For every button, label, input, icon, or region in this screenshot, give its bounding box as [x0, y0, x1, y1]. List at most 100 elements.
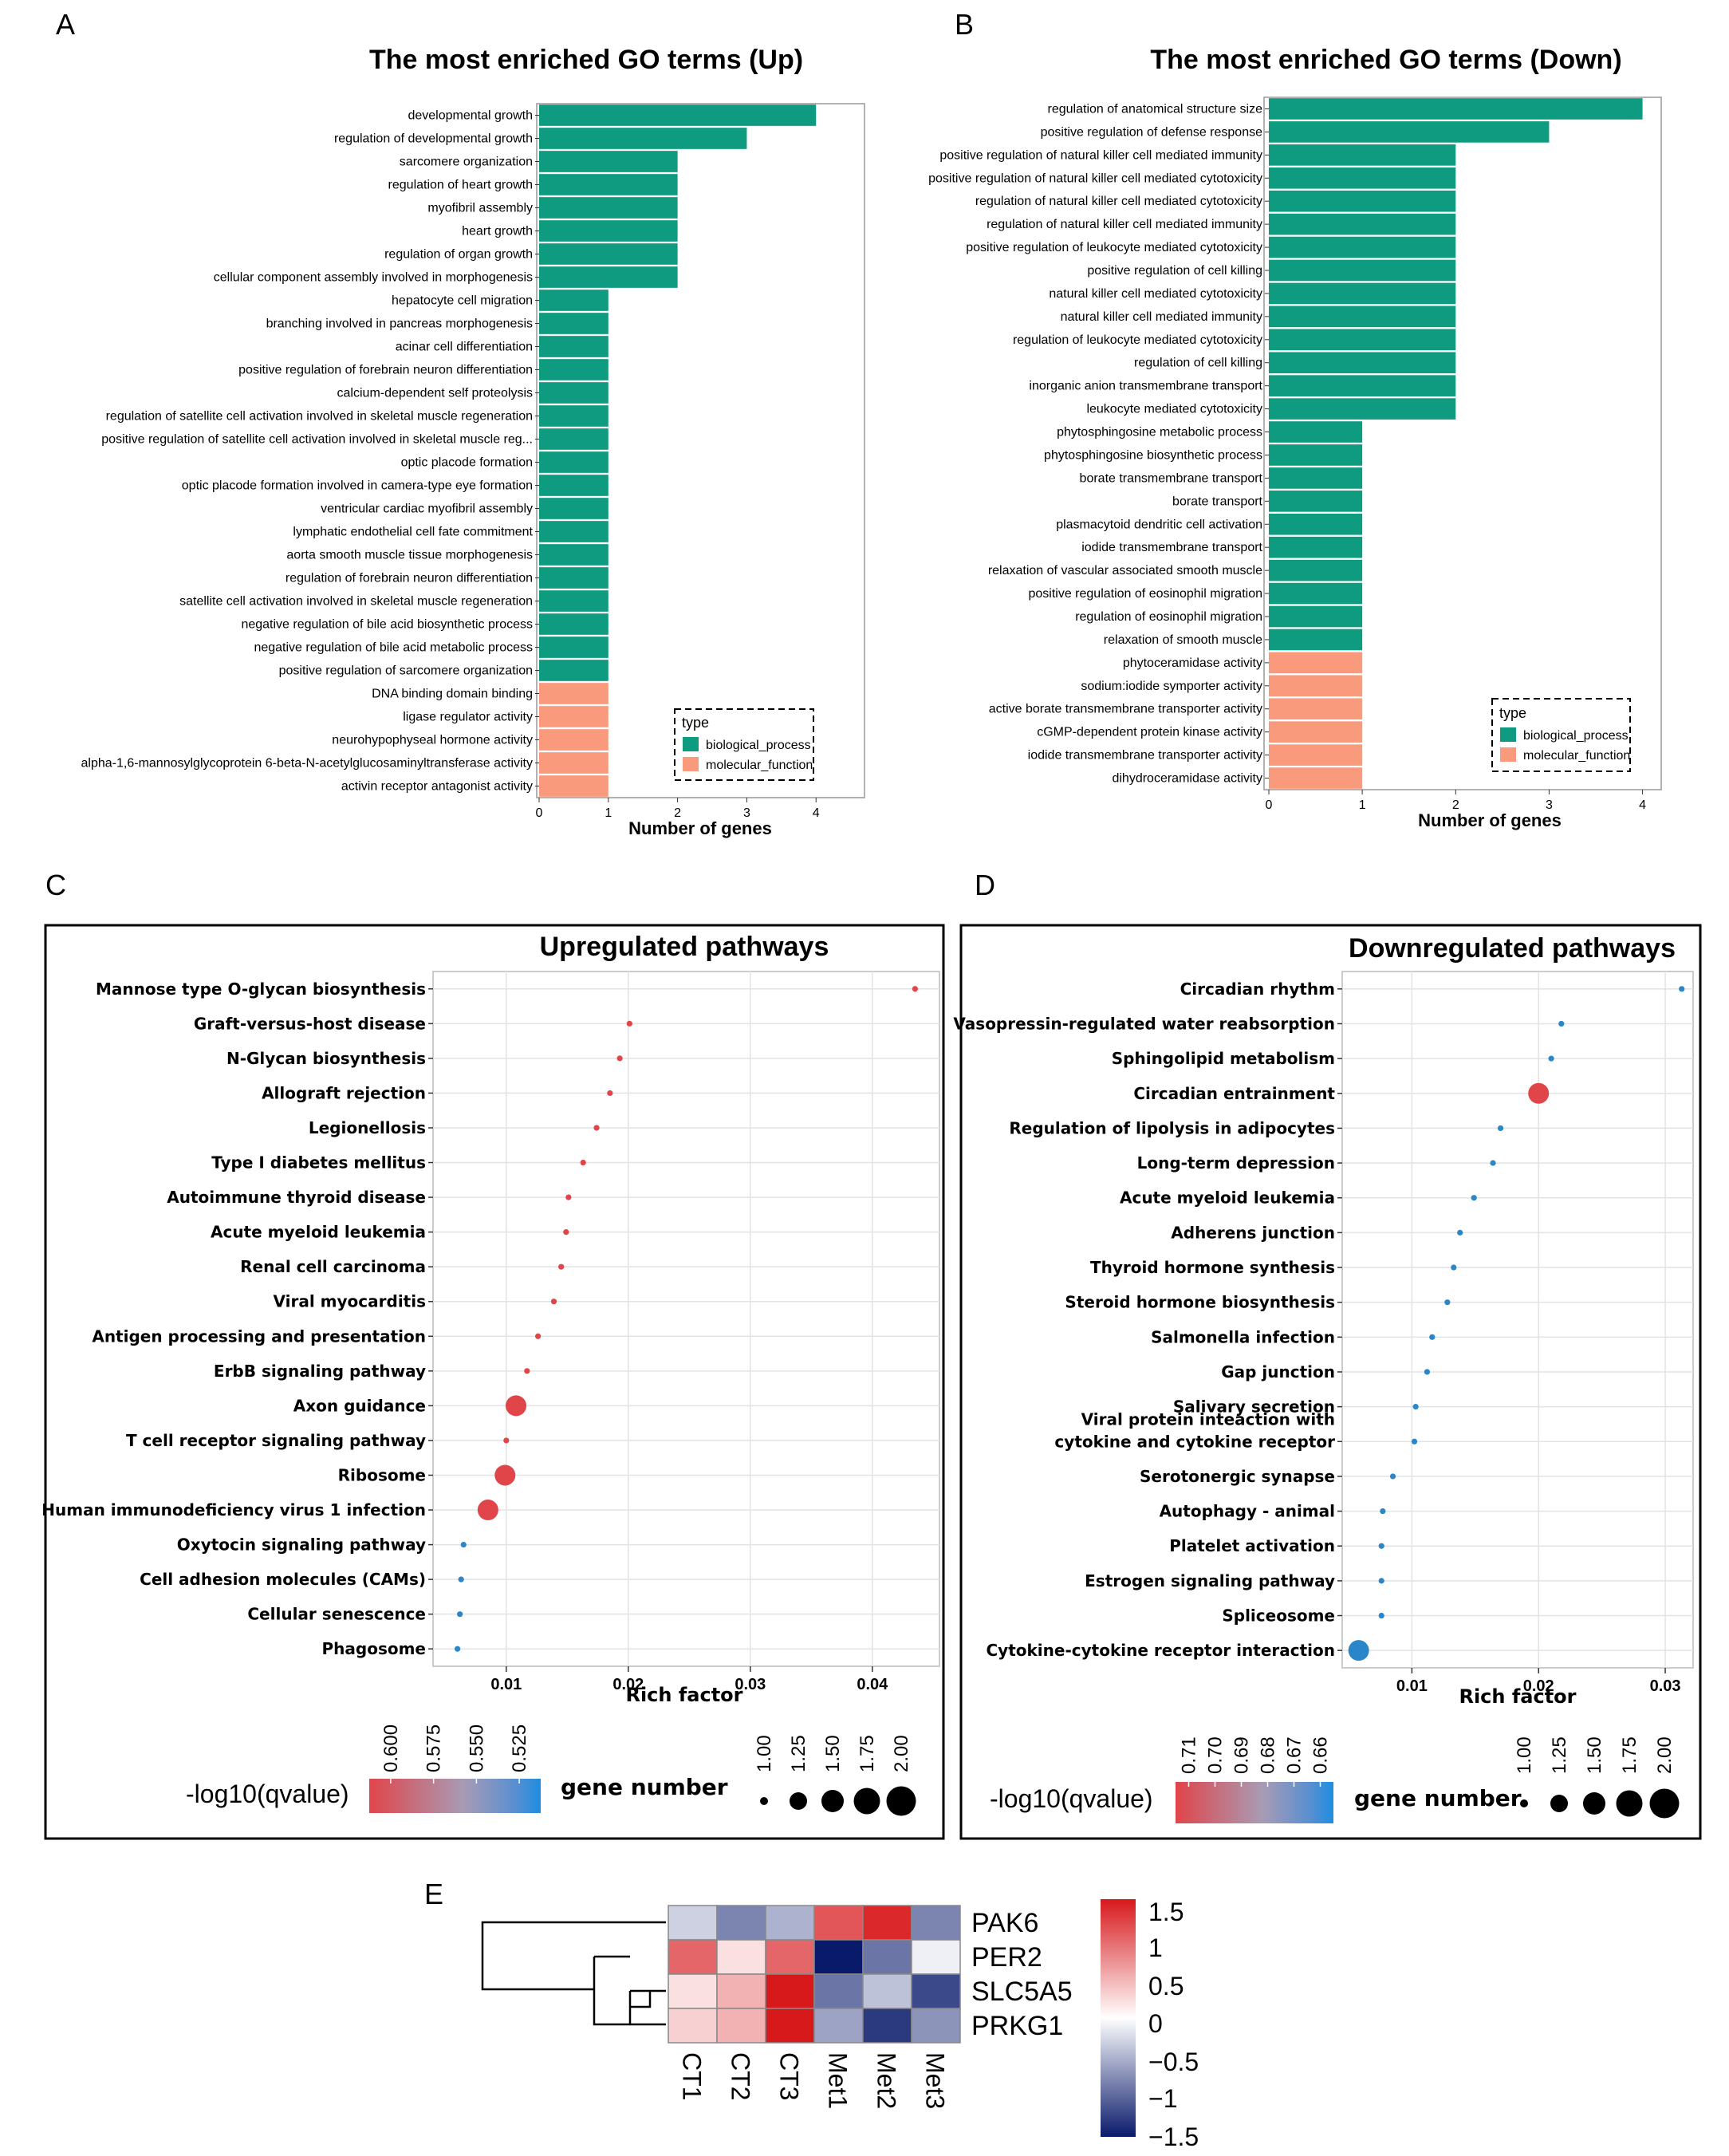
- pathway-label-line-d-15-0: Autophagy - animal: [1160, 1502, 1335, 1521]
- kegg-down-color-bar: [1176, 1782, 1333, 1823]
- panel-label-a: A: [56, 8, 75, 41]
- dot-c-15: [477, 1500, 498, 1521]
- bar-a-21: [539, 590, 608, 612]
- go-down-legend-swatch-mol: [1500, 747, 1516, 762]
- heat-scale-tick-3: 0: [1148, 2009, 1163, 2038]
- xtick-label-b-0: 0: [1266, 798, 1273, 812]
- pathway-label-c-16: Oxytocin signaling pathway: [177, 1535, 426, 1555]
- pathway-label-line-c-4-0: Legionellosis: [309, 1118, 426, 1137]
- category-label-b-8: natural killer cell mediated cytotoxicit…: [1049, 287, 1262, 301]
- bar-b-4: [1269, 190, 1456, 212]
- category-label-b-4: regulation of natural killer cell mediat…: [975, 195, 1262, 208]
- dot-d-14: [1389, 1473, 1396, 1480]
- bar-b-5: [1269, 213, 1456, 235]
- pathway-label-line-d-13-1: cytokine and cytokine receptor: [1054, 1432, 1335, 1451]
- dot-d-2: [1548, 1055, 1554, 1062]
- pathway-label-c-11: ErbB signaling pathway: [214, 1362, 426, 1381]
- bar-a-12: [539, 382, 608, 404]
- bar-a-16: [539, 475, 608, 496]
- category-label-a-17: ventricular cardiac myofibril assembly: [321, 503, 533, 516]
- dot-d-0: [1679, 986, 1685, 992]
- panel-label-e: E: [424, 1878, 443, 1910]
- dot-c-8: [558, 1263, 565, 1270]
- heatmap-row-dendrogram: [481, 1921, 666, 2026]
- heat-cell-0-4: [862, 1905, 912, 1941]
- category-label-a-21: satellite cell activation involved in sk…: [179, 595, 533, 609]
- pathway-label-line-c-3-0: Allograft rejection: [262, 1083, 426, 1102]
- color-legend-tick-d-5: 0.66: [1310, 1736, 1332, 1774]
- category-label-b-18: plasmacytoid dendritic cell activation: [1056, 518, 1262, 531]
- size-legend-dot-d-3: [1616, 1790, 1643, 1817]
- go-up-legend-swatch-bio: [683, 737, 699, 751]
- dot-c-14: [494, 1464, 516, 1486]
- pathway-label-c-5: Type I diabetes mellitus: [211, 1153, 426, 1173]
- size-legend-dot-d-2: [1583, 1792, 1605, 1815]
- pathway-label-line-c-0-0: Mannose type O-glycan biosynthesis: [96, 979, 426, 999]
- pathway-label-line-d-7-0: Adherens junction: [1171, 1223, 1335, 1242]
- dot-c-4: [593, 1125, 600, 1131]
- bar-a-22: [539, 613, 608, 635]
- xtick-label-d-2: 0.03: [1650, 1677, 1681, 1695]
- pathway-label-d-11: Gap junction: [1221, 1362, 1335, 1381]
- heat-scale-tick-1: 1: [1148, 1933, 1163, 1962]
- pathway-label-line-c-16-0: Oxytocin signaling pathway: [177, 1535, 426, 1555]
- dot-c-12: [506, 1395, 527, 1417]
- category-label-b-21: positive regulation of eosinophil migrat…: [1028, 587, 1262, 601]
- heat-cell-2-3: [813, 1973, 864, 2009]
- pathway-label-line-c-5-0: Type I diabetes mellitus: [211, 1153, 426, 1173]
- category-label-b-7: positive regulation of cell killing: [1087, 264, 1262, 278]
- pathway-label-d-3: Circadian entrainment: [1133, 1084, 1335, 1103]
- bar-a-28: [539, 752, 608, 774]
- pathway-label-c-9: Viral myocarditis: [274, 1292, 426, 1311]
- bar-b-12: [1269, 375, 1456, 396]
- category-label-a-18: lymphatic endothelial cell fate commitme…: [293, 526, 533, 539]
- bar-b-19: [1269, 536, 1363, 558]
- category-label-b-12: inorganic anion transmembrane transport: [1029, 380, 1262, 393]
- go-down-plot-frame: [1263, 97, 1662, 790]
- pathway-label-line-c-14-0: Ribosome: [338, 1465, 426, 1484]
- pathway-label-c-0: Mannose type O-glycan biosynthesis: [96, 979, 426, 999]
- kegg-down-plot-frame: [1341, 971, 1694, 1669]
- category-label-a-10: acinar cell differentiation: [396, 341, 533, 354]
- bar-a-6: [539, 243, 678, 265]
- dot-c-19: [455, 1646, 461, 1652]
- pathway-label-d-2: Sphingolipid metabolism: [1112, 1049, 1335, 1068]
- pathway-label-line-c-18-0: Cellular senescence: [247, 1605, 426, 1624]
- heat-cell-3-3: [813, 2008, 864, 2044]
- bar-a-0: [539, 104, 817, 126]
- pathway-label-line-d-19-0: Cytokine-cytokine receptor interaction: [986, 1641, 1335, 1660]
- category-label-a-24: positive regulation of sarcomere organiz…: [279, 664, 533, 678]
- size-legend-tick-c-4: 2.00: [891, 1735, 912, 1772]
- xtick-label-c-1: 0.02: [612, 1676, 644, 1693]
- heat-cell-3-1: [716, 2008, 766, 2044]
- xtick-label-a-2: 2: [674, 806, 681, 820]
- dot-d-17: [1378, 1578, 1384, 1584]
- bar-a-27: [539, 729, 608, 751]
- bar-a-3: [539, 174, 678, 195]
- kegg-up-color-legend: -log10(qvalue) 0.600 0.575 0.550 0.525 gene…: [186, 1724, 916, 1816]
- pathway-label-line-d-3-0: Circadian entrainment: [1133, 1084, 1335, 1103]
- pathway-label-line-c-7-0: Acute myeloid leukemia: [211, 1223, 426, 1242]
- dot-d-19: [1348, 1640, 1369, 1661]
- category-label-a-16: optic placode formation involved in came…: [182, 479, 533, 493]
- bar-b-0: [1269, 98, 1643, 120]
- heat-row-label-1: PER2: [971, 1942, 1042, 1973]
- bar-a-5: [539, 220, 678, 242]
- kegg-down-xlabel: Rich factor: [1459, 1685, 1576, 1708]
- bar-a-14: [539, 428, 608, 450]
- heatmap-color-scale: [1101, 1899, 1136, 2137]
- category-label-a-11: positive regulation of forebrain neuron …: [238, 364, 533, 377]
- pathway-label-c-7: Acute myeloid leukemia: [211, 1223, 426, 1242]
- dot-c-16: [460, 1541, 467, 1548]
- dot-c-6: [565, 1194, 572, 1200]
- dot-c-17: [458, 1576, 464, 1583]
- pathway-label-c-8: Renal cell carcinoma: [240, 1257, 426, 1276]
- xtick-label-a-1: 1: [605, 806, 612, 820]
- dot-d-5: [1490, 1160, 1496, 1166]
- kegg-up-color-legend-title: -log10(qvalue): [186, 1780, 349, 1808]
- pathway-label-line-c-9-0: Viral myocarditis: [274, 1292, 426, 1311]
- go-down-legend-bio: biological_process: [1523, 729, 1629, 743]
- heat-col-label-1: CT2: [727, 2052, 755, 2100]
- go-up-chart: The most enriched GO terms (Up) developm…: [81, 45, 865, 838]
- go-up-legend-swatch-mol: [683, 757, 699, 771]
